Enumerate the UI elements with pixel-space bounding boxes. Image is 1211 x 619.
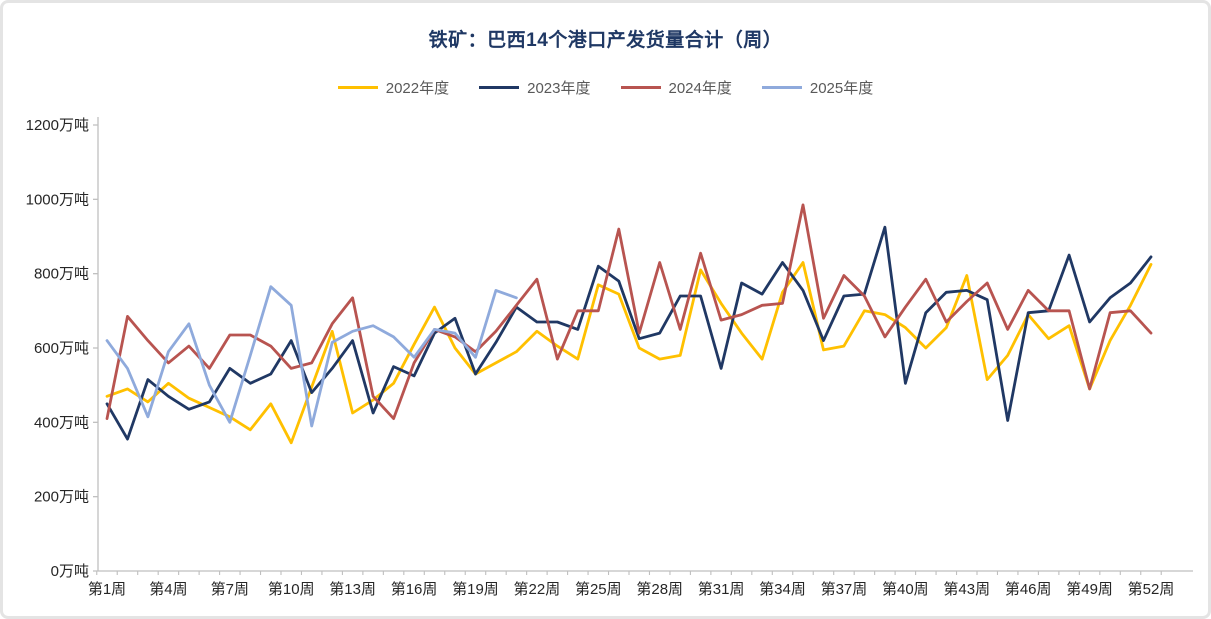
x-axis-tick-label: 第19周 (452, 580, 499, 598)
legend-label: 2022年度 (385, 80, 450, 97)
x-axis-tick-label: 第22周 (514, 580, 561, 598)
chart-title: 铁矿：巴西14个港口产发货量合计（周） (428, 30, 783, 51)
y-axis-tick-label: 400万吨 (34, 414, 89, 431)
x-axis-tick-label: 第49周 (1066, 580, 1113, 598)
x-axis-tick-label: 第25周 (575, 580, 622, 598)
y-axis-tick-label: 0万吨 (51, 563, 89, 580)
legend-swatch-2022年度 (337, 86, 378, 89)
y-axis-tick-label: 800万吨 (34, 266, 89, 283)
y-axis-tick-label: 1000万吨 (26, 191, 89, 208)
x-axis-tick-label: 第16周 (391, 580, 438, 598)
legend-item-2023年度: 2023年度 (479, 77, 591, 98)
x-axis-tick-label: 第28周 (636, 580, 683, 598)
legend-swatch-2025年度 (761, 86, 802, 89)
x-axis-tick-label: 第31周 (698, 580, 745, 598)
series-line-2023年度 (105, 225, 1153, 441)
x-axis-tick-label: 第1周 (88, 580, 126, 598)
legend-swatch-2024年度 (620, 86, 661, 89)
x-axis-tick-label: 第46周 (1005, 580, 1052, 598)
x-axis-tick-label: 第10周 (268, 580, 315, 598)
x-axis-tick-label: 第40周 (882, 580, 929, 598)
legend-label: 2023年度 (527, 80, 591, 97)
x-axis-tick-label: 第43周 (943, 580, 990, 598)
y-axis-tick-label: 200万吨 (34, 489, 89, 506)
legend-item-2025年度: 2025年度 (761, 77, 874, 98)
legend-item-2024年度: 2024年度 (620, 77, 732, 98)
series-line-2025年度 (105, 285, 518, 428)
chart-legend: 2022年度 2023年度 2024年度 2025年度 (3, 77, 1208, 98)
series-line-2022年度 (105, 261, 1153, 445)
y-axis-tick-label: 1200万吨 (26, 117, 89, 134)
series-line-2024年度 (105, 203, 1153, 421)
x-axis-tick-label: 第7周 (211, 580, 249, 598)
x-axis-tick-label: 第34周 (759, 580, 806, 598)
x-axis-tick-label: 第13周 (329, 580, 376, 598)
x-axis-tick-label: 第37周 (821, 580, 868, 598)
legend-item-2022年度: 2022年度 (337, 77, 450, 98)
x-axis-tick-label: 第4周 (149, 580, 187, 598)
legend-label: 2024年度 (668, 80, 732, 97)
legend-label: 2025年度 (809, 80, 874, 97)
y-axis-tick-label: 600万吨 (34, 340, 89, 357)
legend-swatch-2023年度 (479, 86, 520, 89)
x-axis-tick-label: 第52周 (1128, 580, 1175, 598)
